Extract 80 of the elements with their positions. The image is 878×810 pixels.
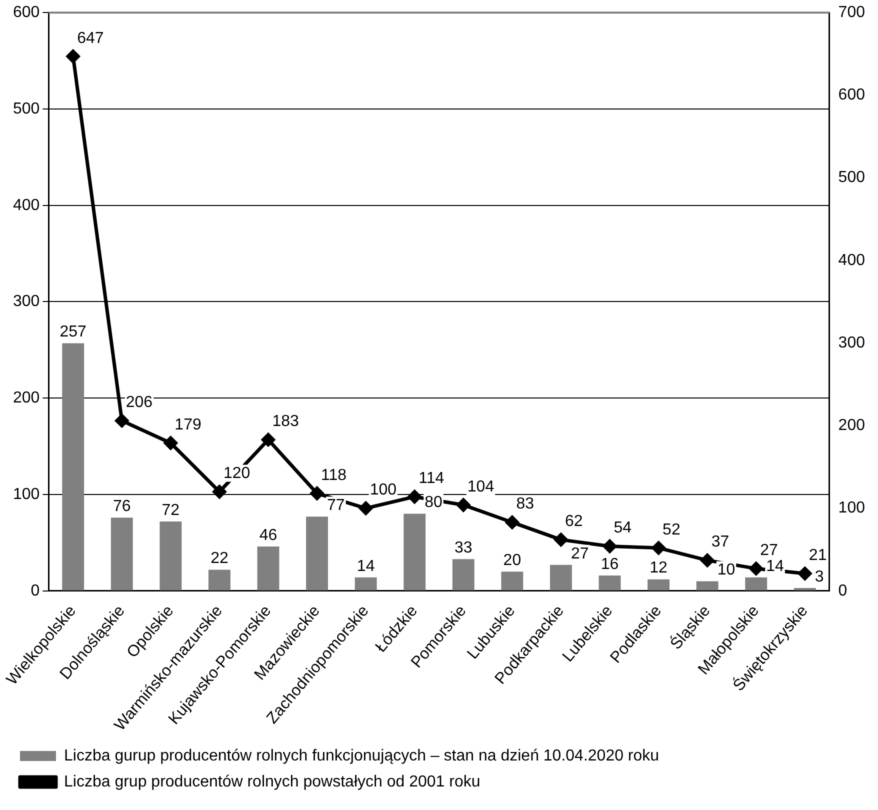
y-tick-label: 0 — [30, 582, 40, 600]
data-label: 72 — [162, 502, 180, 519]
data-label: 118 — [321, 466, 347, 484]
data-label: 46 — [259, 526, 278, 544]
bar — [598, 575, 621, 590]
data-label: 12 — [650, 560, 668, 577]
data-label: 104 — [467, 478, 494, 496]
data-label: 83 — [516, 496, 534, 513]
y-tick-label: 200 — [12, 390, 40, 407]
bar — [404, 514, 426, 590]
bar — [257, 546, 280, 590]
point — [164, 436, 178, 450]
bar — [696, 581, 718, 590]
y2-tick-label: 700 — [838, 4, 866, 22]
data-label: 114 — [418, 470, 444, 488]
bar — [62, 343, 84, 590]
bar — [160, 521, 182, 590]
data-label: 16 — [600, 556, 619, 573]
data-label: 14 — [766, 558, 784, 575]
bar — [354, 577, 377, 590]
data-label: 54 — [614, 520, 632, 537]
point — [603, 540, 617, 554]
point — [749, 562, 763, 576]
point — [115, 414, 129, 428]
point — [359, 502, 373, 516]
y-tick-label: 300 — [12, 293, 40, 310]
data-label: 62 — [564, 513, 583, 530]
bar — [648, 579, 670, 590]
bar — [550, 564, 572, 590]
data-label: 22 — [210, 550, 228, 568]
y2-tick-label: 500 — [838, 169, 866, 186]
point — [408, 490, 422, 504]
data-label: 14 — [356, 558, 375, 575]
point — [554, 532, 568, 546]
bar — [452, 559, 474, 590]
y2-tick-label: 600 — [838, 86, 866, 104]
y2-tick-label: 100 — [838, 500, 866, 517]
data-label: 33 — [454, 539, 472, 556]
y-tick-label: 400 — [12, 196, 40, 214]
data-label: 206 — [126, 394, 153, 412]
data-label: 37 — [711, 534, 730, 551]
data-label: 20 — [503, 552, 522, 570]
point — [456, 498, 470, 512]
point — [66, 50, 80, 64]
data-label: 21 — [808, 546, 827, 564]
y-tick-label: 500 — [12, 100, 40, 118]
point — [700, 554, 714, 568]
y-tick-label: 600 — [12, 4, 40, 22]
data-label: 120 — [223, 465, 250, 482]
bar — [208, 570, 230, 590]
data-label: 27 — [570, 545, 589, 562]
legend-label: Liczba grup producentów rolnych powstałych od 2001 roku — [64, 773, 480, 790]
point — [505, 516, 519, 530]
data-label: 179 — [174, 416, 202, 434]
y2-tick-label: 400 — [838, 252, 866, 269]
data-label: 100 — [370, 482, 397, 499]
y2-tick-label: 0 — [838, 582, 848, 600]
y2-tick-label: 200 — [838, 417, 866, 434]
legend-label: Liczba gurup producentów rolnych funkcjonujących – stan na dzień 10.04.2020 roku — [64, 747, 660, 764]
y-tick-label: 100 — [12, 486, 40, 503]
data-label: 3 — [814, 568, 824, 586]
data-label: 52 — [662, 521, 680, 538]
data-label: 77 — [327, 497, 345, 514]
bar — [745, 577, 768, 590]
data-label: 27 — [760, 542, 778, 559]
bar — [110, 518, 133, 590]
data-label: 183 — [272, 413, 300, 430]
point — [652, 541, 666, 555]
point — [212, 485, 226, 499]
point — [310, 486, 324, 500]
bar — [501, 572, 524, 590]
y2-tick-label: 300 — [838, 334, 866, 352]
point — [261, 432, 275, 446]
data-label: 10 — [717, 562, 736, 579]
data-label: 257 — [60, 324, 87, 341]
point — [798, 566, 812, 580]
data-label: 647 — [77, 30, 104, 47]
data-label: 80 — [424, 494, 443, 512]
data-label: 76 — [112, 498, 131, 516]
bar — [306, 516, 328, 590]
